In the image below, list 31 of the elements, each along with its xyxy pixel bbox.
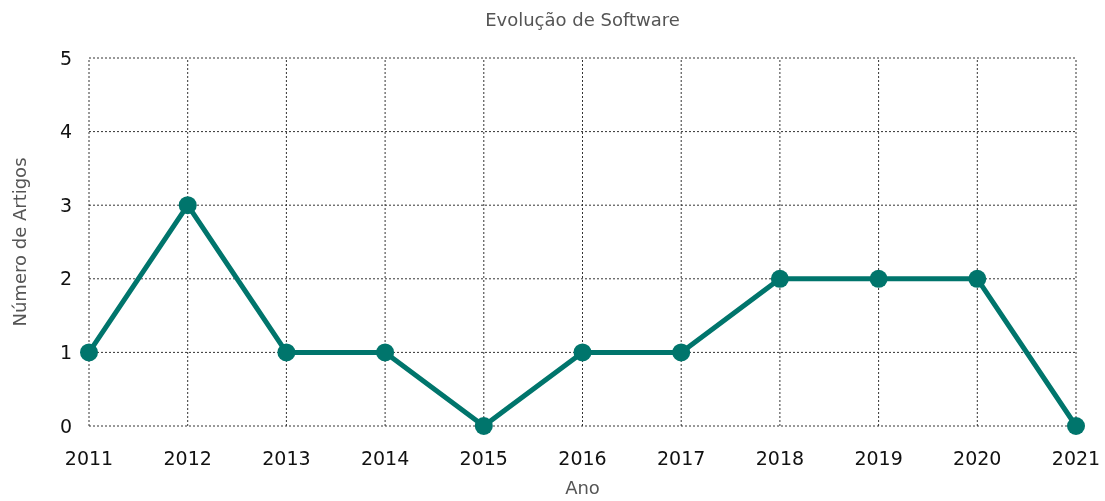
y-axis-title: Número de Artigos [9, 157, 30, 327]
y-tick-label: 1 [59, 341, 72, 364]
x-tick-label: 2019 [854, 447, 903, 469]
point [474, 417, 493, 435]
y-tick-label: 4 [59, 120, 72, 143]
point [968, 269, 987, 288]
x-tick-label: 2014 [360, 447, 410, 469]
y-tick-label: 3 [59, 193, 72, 216]
point [376, 343, 395, 362]
chart-title: Evolução de Software [485, 9, 680, 30]
y-tick-label: 5 [59, 46, 72, 69]
y-tick-label: 2 [59, 267, 72, 290]
point [672, 343, 691, 362]
point [1067, 417, 1085, 435]
point [770, 269, 789, 288]
point [277, 343, 296, 362]
x-axis-title: Ano [565, 477, 600, 498]
x-tick-label: 2017 [657, 447, 706, 469]
x-tick-label: 2013 [262, 447, 311, 469]
point [80, 343, 98, 362]
x-tick-label: 2011 [64, 447, 114, 469]
x-tick-label: 2016 [558, 447, 607, 469]
x-tick-label: 2015 [459, 447, 508, 469]
x-tick-label: 2021 [1051, 447, 1101, 469]
point [178, 196, 197, 215]
x-tick-label: 2018 [755, 447, 805, 469]
point [869, 269, 888, 288]
x-tick-label: 2020 [953, 447, 1002, 469]
y-tick-label: 0 [59, 414, 72, 437]
x-tick-label: 2012 [163, 447, 212, 469]
point [573, 343, 592, 362]
